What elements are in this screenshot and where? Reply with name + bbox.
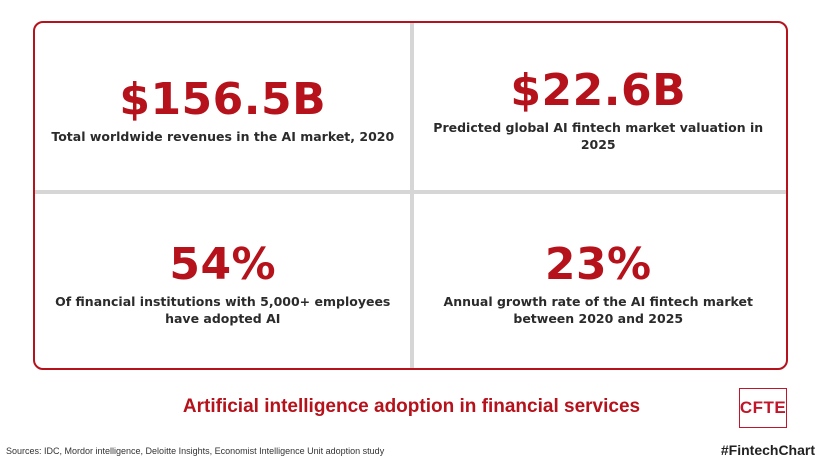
stat-card-institutions-adopted: 54% Of financial institutions with 5,000… <box>35 196 411 369</box>
vertical-divider <box>410 23 414 368</box>
sources-note: Sources: IDC, Mordor intelligence, Deloi… <box>6 446 385 456</box>
stat-value: 23% <box>544 238 652 290</box>
stat-description: Annual growth rate of the AI fintech mar… <box>443 293 753 326</box>
stat-card-fintech-valuation: $22.6B Predicted global AI fintech marke… <box>411 23 787 196</box>
stat-value: $156.5B <box>119 73 327 125</box>
stats-panel: $156.5B Total worldwide revenues in the … <box>33 21 788 370</box>
stats-grid: $156.5B Total worldwide revenues in the … <box>35 23 786 368</box>
cfte-logo: CFTE <box>739 388 787 428</box>
hashtag-label: #FintechChart <box>720 442 815 458</box>
stat-description: Predicted global AI fintech market valua… <box>433 120 764 153</box>
stat-card-growth-rate: 23% Annual growth rate of the AI fintech… <box>411 196 787 369</box>
stat-value: $22.6B <box>510 65 687 117</box>
stat-description: Of financial institutions with 5,000+ em… <box>55 293 391 326</box>
stat-description: Total worldwide revenues in the AI marke… <box>51 128 395 144</box>
horizontal-divider <box>35 190 786 194</box>
stat-card-ai-market-revenue: $156.5B Total worldwide revenues in the … <box>35 23 411 196</box>
page-title: Artificial intelligence adoption in fina… <box>182 396 641 417</box>
stat-value: 54% <box>169 238 277 290</box>
